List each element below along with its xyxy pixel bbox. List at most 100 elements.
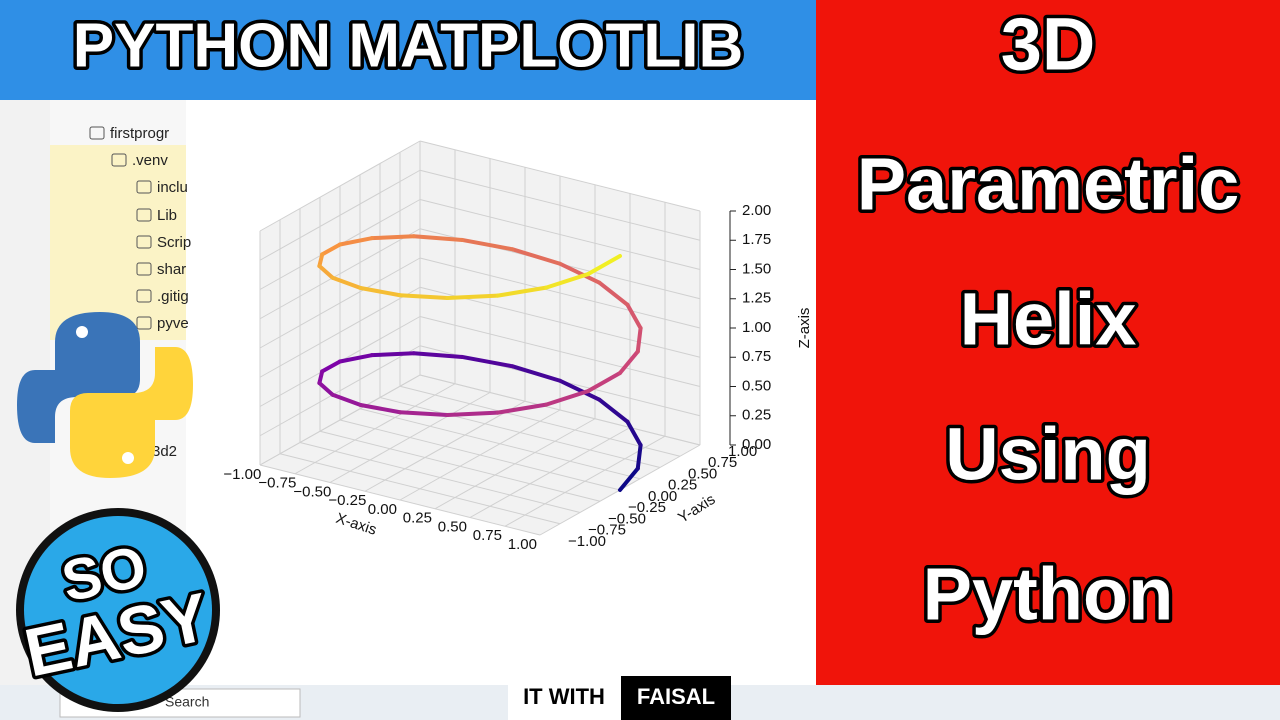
tree-item: Lib: [157, 207, 177, 224]
helix-segment: [369, 234, 416, 241]
grid-line: [259, 345, 421, 437]
side-line: Parametric: [857, 143, 1240, 226]
helix-segment: [338, 236, 374, 247]
helix-segment: [338, 353, 374, 364]
helix-segment: [635, 326, 643, 354]
helix-segment: [330, 275, 363, 290]
helix-segment: [358, 286, 402, 298]
helix-segment: [411, 234, 465, 242]
grid-line: [259, 169, 421, 261]
folder-icon: [89, 126, 105, 140]
helix-segment: [317, 264, 335, 280]
grid-line: [379, 397, 661, 468]
helix-segment: [320, 242, 342, 257]
tree-item: firstprogr: [110, 125, 169, 142]
grid-line: [259, 464, 541, 536]
grid-line: [279, 453, 561, 525]
grid-line: [259, 228, 421, 320]
grid-line: [419, 140, 701, 212]
grid-line: [419, 374, 701, 446]
grid-line: [419, 169, 701, 241]
tree-item: 3d2: [152, 443, 177, 460]
x-tick-label: −1.00: [223, 466, 261, 483]
x-tick-label: 0.50: [438, 518, 467, 535]
helix-segment: [625, 302, 643, 331]
grid-line: [259, 257, 421, 349]
helix-segment: [544, 389, 591, 407]
helix-segment: [495, 285, 549, 298]
y-tick-label: 0.50: [688, 465, 717, 482]
so-easy-badge: SO EASY: [15, 508, 220, 712]
side-line: Python: [923, 553, 1174, 636]
helix-segment: [398, 293, 450, 300]
z-axis-label: Z-axis: [796, 308, 813, 349]
grid-line: [399, 385, 681, 457]
helix-segment: [510, 364, 562, 383]
y-tick-label: −0.75: [588, 522, 626, 539]
z-tick-label: 1.25: [742, 290, 771, 307]
tree-item: shar: [157, 261, 186, 278]
tree-item: Scrip: [157, 234, 191, 251]
x-tick-label: 1.00: [508, 536, 537, 553]
z-tick-label: 0.50: [742, 377, 771, 394]
brand-text: IT WITH: [523, 684, 605, 709]
y-tick-label: 0.00: [648, 488, 677, 505]
folder-icon: [136, 208, 152, 222]
python-logo: [17, 312, 193, 478]
y-tick-label: 0.75: [708, 454, 737, 471]
side-line: Using: [945, 413, 1151, 496]
helix-segment: [558, 378, 602, 402]
search-text: Search: [165, 694, 209, 710]
helix-segment: [586, 254, 622, 277]
grid-line: [259, 374, 421, 466]
plot-3d: −1.00−0.75−0.50−0.250.000.250.500.751.00…: [223, 140, 813, 553]
grid-line: [359, 408, 641, 480]
x-tick-label: 0.25: [403, 510, 432, 527]
brand-text: FAISAL: [637, 684, 715, 709]
y-tick-label: 0.25: [668, 477, 697, 494]
folder-icon: [136, 262, 152, 276]
folder-icon: [111, 153, 127, 167]
z-tick-label: 1.75: [742, 231, 771, 248]
grid-line: [339, 419, 621, 491]
tree-highlight: [50, 145, 186, 340]
helix-segment: [586, 371, 622, 394]
z-tick-label: 0.25: [742, 407, 771, 424]
y-tick-label: −0.50: [608, 510, 646, 527]
brand-left: [508, 676, 621, 720]
helix-segment: [320, 359, 342, 374]
helix-segment: [597, 280, 630, 307]
helix-segment: [558, 261, 602, 285]
banner-title: PYTHON MATPLOTLIB: [73, 11, 743, 80]
side-line: Helix: [960, 278, 1137, 361]
x-tick-label: −0.50: [293, 483, 331, 500]
helix-segment: [460, 354, 515, 369]
folder-icon: [136, 316, 152, 330]
folder-icon: [136, 289, 152, 303]
grid-line: [319, 430, 601, 502]
x-tick-label: 0.00: [368, 501, 397, 518]
grid-line: [419, 316, 701, 387]
grid-line: [419, 199, 701, 270]
z-tick-label: 1.00: [742, 319, 771, 336]
helix-segment: [411, 351, 465, 359]
x-tick-label: −0.75: [258, 475, 296, 492]
folder-icon: [136, 180, 152, 194]
grid-line: [259, 140, 421, 232]
grid-line: [299, 442, 581, 513]
helix-segment: [445, 410, 500, 417]
x-tick-label: −0.25: [328, 492, 366, 509]
helix-segment: [618, 466, 640, 492]
folder-icon: [136, 235, 152, 249]
y-tick-label: −0.25: [628, 499, 666, 516]
z-tick-label: 2.00: [742, 202, 771, 219]
helix-segment: [625, 419, 643, 448]
grid-line: [259, 286, 421, 378]
side-panel: [816, 0, 1280, 685]
helix-segment: [317, 381, 335, 397]
grid-line: [419, 257, 701, 329]
helix-segment: [330, 392, 363, 407]
top-banner: [0, 0, 816, 100]
y-tick-label: 1.00: [728, 443, 757, 460]
